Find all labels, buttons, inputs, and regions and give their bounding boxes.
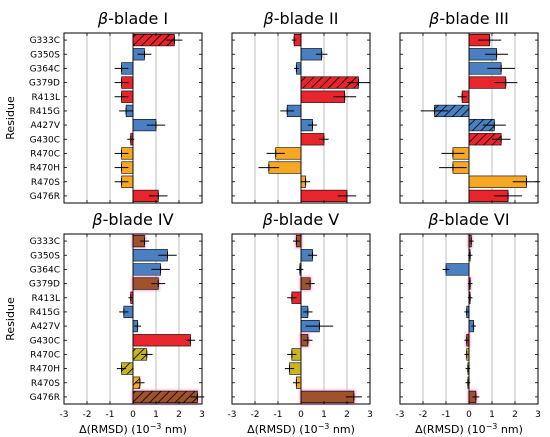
category-label: G379D: [29, 79, 60, 89]
bar-hatch: [121, 362, 133, 375]
panel-4: G333C G350S G364C G379D R413L R415G A427V G430C…: [4, 210, 205, 436]
x-tick-label: 3: [199, 410, 205, 420]
bar-hatch: [133, 391, 198, 403]
panel-title: β-blade I: [97, 9, 168, 28]
category-label: R470S: [31, 379, 60, 389]
bar-hatch: [434, 105, 469, 117]
category-label: R413L: [32, 93, 60, 103]
category-label: G364C: [30, 64, 60, 74]
x-tick-label: -3: [396, 410, 405, 420]
category-label: G364C: [30, 265, 60, 275]
x-tick-label: 2: [512, 410, 518, 420]
bar-hatch: [133, 34, 175, 46]
x-axis-label: Δ(RMSD) (10−3 nm): [247, 422, 355, 436]
category-label: G430C: [30, 135, 60, 145]
x-tick-label: 1: [489, 410, 495, 420]
category-label: G379D: [29, 280, 60, 290]
x-tick-label: 3: [535, 410, 541, 420]
panel-2: β-blade II: [231, 9, 371, 204]
panel-title: β-blade IV: [91, 210, 173, 229]
x-tick-label: 0: [298, 410, 304, 420]
panel-1: G333C G350S G364C G379D R413L R415G A427V G430C…: [4, 9, 203, 204]
bar-hatch: [469, 119, 495, 131]
category-label: R470C: [30, 149, 60, 159]
x-tick-label: -1: [274, 410, 283, 420]
x-tick-label: 1: [153, 410, 159, 420]
category-label: A427V: [31, 121, 61, 131]
category-label: R413L: [32, 294, 60, 304]
x-tick-label: 2: [344, 410, 350, 420]
x-tick-label: 1: [321, 410, 327, 420]
x-tick-label: 0: [130, 410, 136, 420]
category-label: R470S: [31, 178, 60, 188]
category-label: A427V: [31, 322, 61, 332]
category-label: G476R: [30, 192, 60, 202]
x-tick-label: 2: [176, 410, 182, 420]
panel-title: β-blade V: [262, 210, 339, 229]
x-tick-label: -2: [83, 410, 92, 420]
x-tick-label: -3: [228, 410, 237, 420]
x-tick-label: -1: [106, 410, 115, 420]
bar-G430C: [132, 334, 191, 347]
y-axis-label: Residue: [4, 297, 17, 341]
panel-title: β-blade III: [428, 9, 509, 28]
x-tick-label: -2: [251, 410, 260, 420]
x-tick-label: -1: [442, 410, 451, 420]
category-label: G350S: [30, 251, 60, 261]
x-tick-label: -2: [419, 410, 428, 420]
category-label: G333C: [30, 237, 60, 247]
category-label: G350S: [30, 50, 60, 60]
category-label: G333C: [30, 36, 60, 46]
bar-hatch: [133, 348, 147, 361]
category-label: G476R: [30, 393, 60, 403]
category-label: R470H: [30, 164, 60, 174]
category-label: R470H: [30, 365, 60, 375]
bar-hatch: [469, 133, 502, 146]
panel-3: β-blade III: [399, 9, 541, 204]
x-axis-label: Δ(RMSD) (10−3 nm): [415, 422, 523, 436]
x-tick-label: 3: [367, 410, 373, 420]
bar-hatch: [301, 76, 359, 89]
category-label: R470C: [30, 350, 60, 360]
panel-5: -3 -2 -1 0 1 2 3 β-blade V Δ(RMSD) (10−3 nm): [228, 210, 373, 436]
panel-6: -3 -2 -1 0 1 2 3 β-blade VI Δ(RMSD) (10−3 nm): [396, 210, 541, 436]
category-label: G430C: [30, 336, 60, 346]
x-axis-label: Δ(RMSD) (10−3 nm): [79, 422, 187, 436]
category-label: R415G: [30, 308, 60, 318]
category-label: R415G: [30, 107, 60, 117]
panel-title: β-blade II: [263, 9, 339, 28]
y-axis-label: Residue: [4, 96, 17, 140]
x-tick-label: 0: [466, 410, 472, 420]
panel-title: β-blade VI: [427, 210, 509, 229]
x-tick-label: -3: [60, 410, 69, 420]
